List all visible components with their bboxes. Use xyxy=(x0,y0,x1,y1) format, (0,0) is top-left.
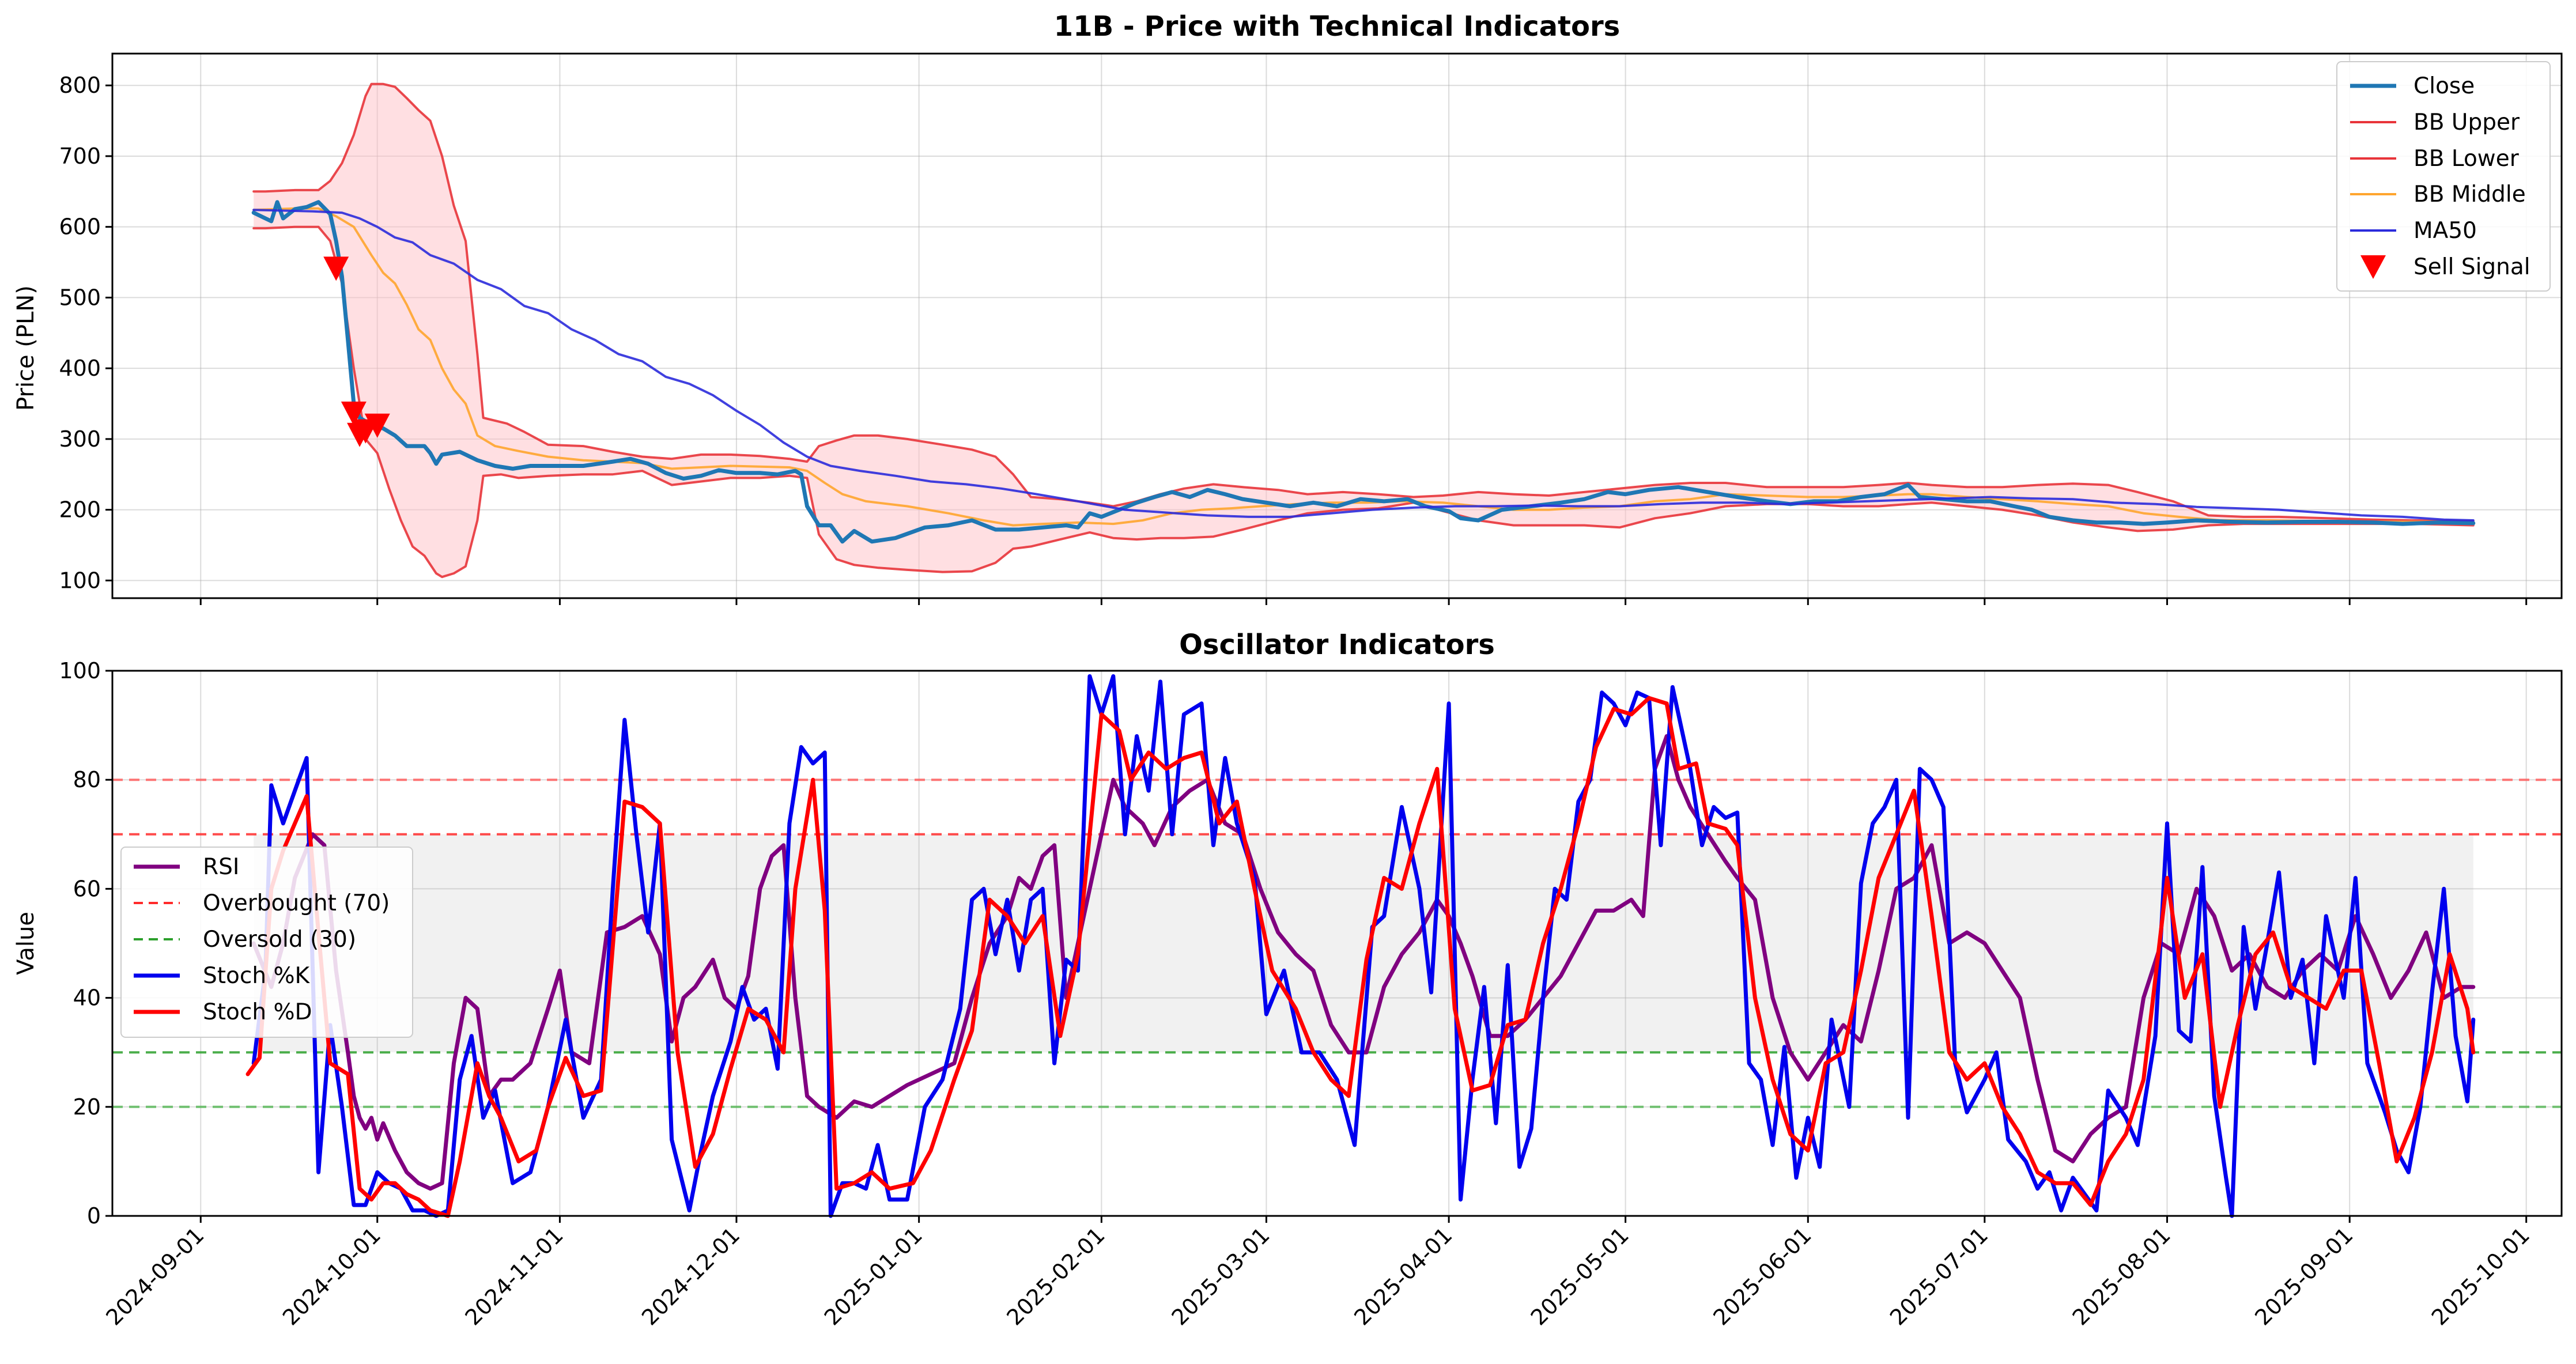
price-panel: 11B - Price with Technical Indicators Pr… xyxy=(13,10,2563,605)
y-tick-label: 100 xyxy=(59,568,101,593)
series-line-stoch-d xyxy=(245,696,2476,1218)
legend-label-close: Close xyxy=(2413,73,2475,99)
legend-swatch-sell-signal xyxy=(2360,255,2386,279)
legend-label-bb-middle: BB Middle xyxy=(2413,182,2526,207)
sell-signal-marker xyxy=(323,256,349,281)
series-line-bb-lower xyxy=(252,225,2475,579)
legend-label-oversold: Oversold (30) xyxy=(203,927,356,953)
legend-label-stoch-k: Stoch %K xyxy=(203,963,311,989)
price-chart-title: 11B - Price with Technical Indicators xyxy=(1054,10,1620,43)
legend-label-sell-signal: Sell Signal xyxy=(2413,254,2530,280)
y-tick-label: 200 xyxy=(59,497,101,523)
legend-label-ma50: MA50 xyxy=(2413,218,2477,244)
series-line-ma50 xyxy=(252,209,2475,522)
oscillator-plot-frame xyxy=(111,670,2563,1217)
legend-label-bb-upper: BB Upper xyxy=(2413,109,2520,135)
price-plot-frame xyxy=(111,52,2563,599)
sell-signal-marker xyxy=(341,401,367,426)
oscillator-legend-box xyxy=(120,847,413,1038)
y-tick-label: 0 xyxy=(87,1203,101,1229)
legend-label-rsi: RSI xyxy=(203,854,239,880)
sell-signal-markers xyxy=(323,256,390,447)
y-tick-label: 40 xyxy=(73,985,101,1011)
legend-label-overbought: Overbought (70) xyxy=(203,890,390,916)
oscillator-legend: RSI Overbought (70) Oversold (30) Stoch … xyxy=(120,847,413,1038)
y-tick-label: 800 xyxy=(59,73,101,98)
y-tick-label: 600 xyxy=(59,214,101,240)
y-tick-label: 500 xyxy=(59,285,101,310)
price-series-lines xyxy=(251,82,2476,579)
y-tick-label: 100 xyxy=(59,658,101,683)
price-legend: Close BB Upper BB Lower BB Middle MA50 S… xyxy=(2336,61,2551,292)
series-line-stoch-k xyxy=(251,674,2476,1218)
y-tick-label: 20 xyxy=(73,1094,101,1120)
price-legend-box xyxy=(2336,61,2551,292)
y-tick-label: 300 xyxy=(59,426,101,452)
sell-signal-marker xyxy=(364,413,390,438)
legend-label-stoch-d: Stoch %D xyxy=(203,999,312,1025)
oscillator-y-axis-label: Value xyxy=(13,912,39,975)
legend-label-bb-lower: BB Lower xyxy=(2413,146,2520,172)
y-tick-label: 400 xyxy=(59,356,101,381)
y-tick-label: 80 xyxy=(73,767,101,792)
y-tick-label: 60 xyxy=(73,876,101,901)
price-y-axis-label: Price (PLN) xyxy=(13,285,39,411)
oscillator-chart-title: Oscillator Indicators xyxy=(1179,629,1495,661)
oscillator-series-lines xyxy=(245,674,2476,1218)
y-tick-label: 700 xyxy=(59,143,101,169)
series-line-bb-middle xyxy=(252,207,2475,527)
price-axis-ticks: 100 200 300 400 500 600 700 800 xyxy=(59,73,2528,605)
series-line-bb-upper xyxy=(252,82,2475,523)
